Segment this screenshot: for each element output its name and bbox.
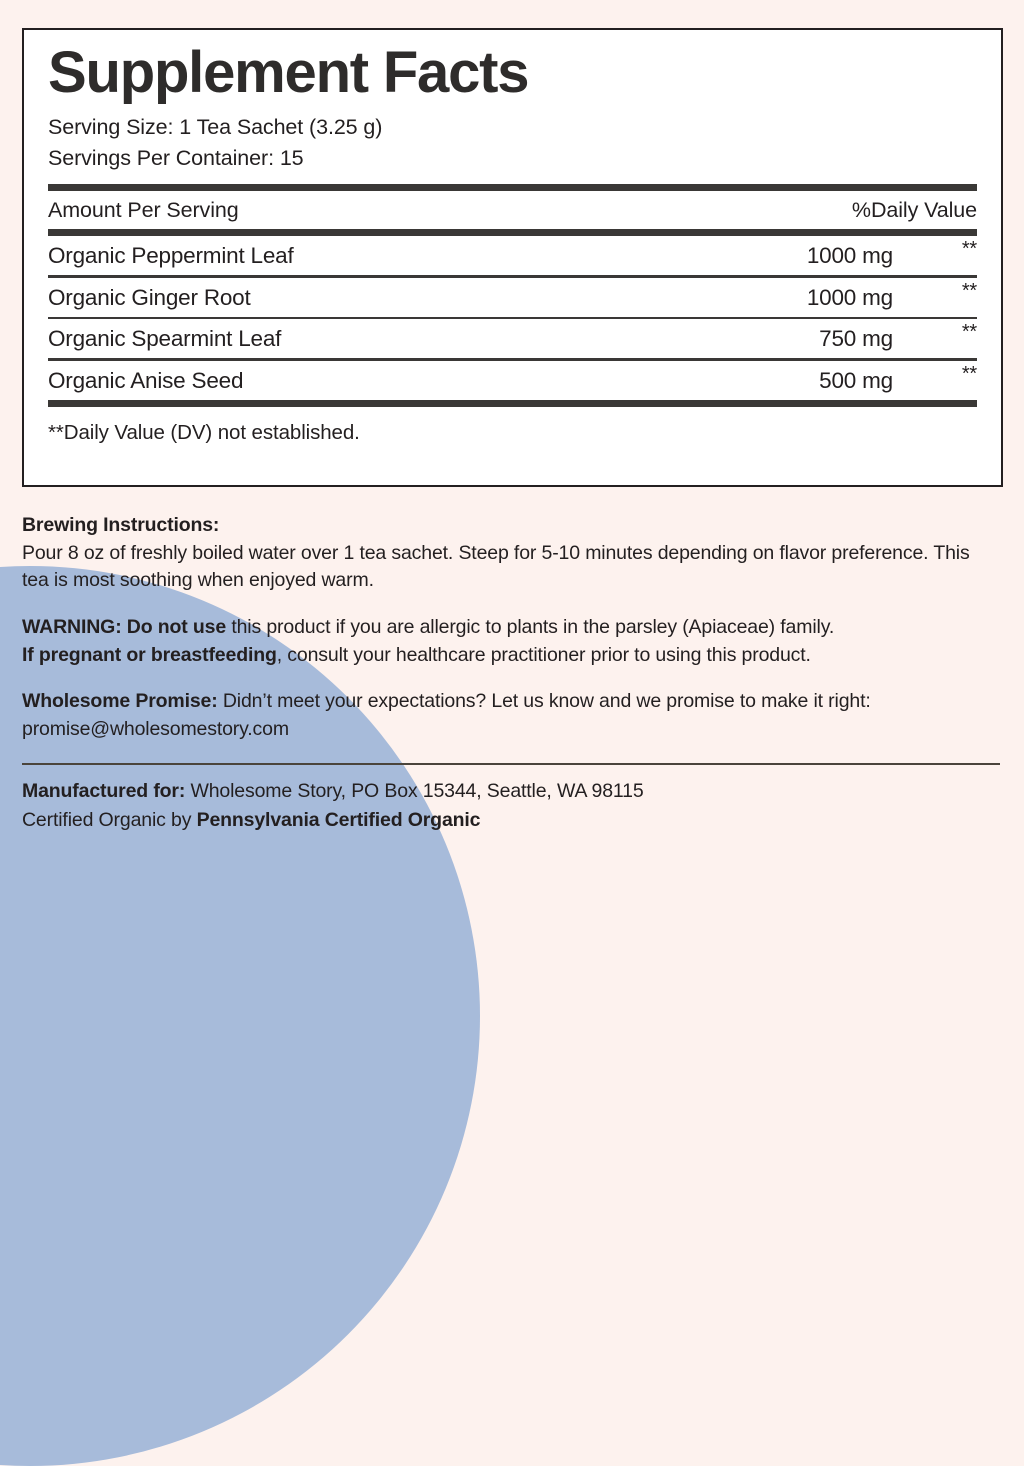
promise-text: Didn’t meet your expectations? Let us kn… (217, 690, 871, 713)
brewing-instructions-heading: Brewing Instructions: (22, 514, 220, 536)
table-row: Organic Peppermint Leaf 1000 mg ** (48, 236, 977, 275)
certifier-name: Pennsylvania Certified Organic (196, 808, 481, 831)
table-header-bottom-rule (48, 229, 977, 237)
table-header-row: Amount Per Serving %Daily Value (48, 191, 977, 229)
row-divider (48, 358, 977, 361)
footer-divider (22, 762, 1000, 766)
warning-lead-1: WARNING: Do not use (22, 616, 227, 639)
warning-block: WARNING: Do not use this product if you … (22, 614, 1000, 669)
ingredient-name: Organic Peppermint Leaf (48, 243, 294, 269)
warning-lead-2: If pregnant or breastfeeding (22, 643, 277, 666)
row-divider (48, 316, 977, 320)
table-top-rule (48, 184, 977, 192)
ingredient-amount: 1000 mg (806, 243, 893, 269)
table-row: Organic Anise Seed 500 mg ** (48, 361, 977, 400)
warning-text-1: this product if you are allergic to plan… (226, 616, 835, 639)
daily-value-header: %Daily Value (851, 198, 977, 223)
ingredient-name: Organic Anise Seed (48, 367, 244, 393)
page-title: Supplement Facts (48, 40, 530, 105)
servings-per-container-line: Servings Per Container: 15 (48, 145, 304, 170)
warning-line-2: If pregnant or breastfeeding, consult yo… (22, 642, 1000, 670)
manufactured-for-text: Wholesome Story, PO Box 15344, Seattle, … (185, 780, 644, 803)
table-row: Organic Ginger Root 1000 mg ** (48, 278, 977, 317)
label-body-copy: Brewing Instructions: Pour 8 oz of fresh… (22, 512, 1000, 834)
ingredient-daily-value: ** (961, 321, 977, 344)
ingredient-daily-value: ** (961, 362, 977, 385)
serving-info: Serving Size: 1 Tea Sachet (3.25 g) Serv… (48, 112, 977, 173)
manufactured-for-lead: Manufactured for: (22, 780, 186, 803)
manufacturer-block: Manufactured for: Wholesome Story, PO Bo… (22, 777, 1000, 834)
row-divider (48, 275, 977, 278)
ingredient-daily-value: ** (961, 279, 977, 302)
amount-per-serving-header: Amount Per Serving (48, 198, 239, 223)
promise-email[interactable]: promise@wholesomestory.com (22, 718, 289, 741)
ingredient-name: Organic Spearmint Leaf (48, 326, 282, 352)
wholesome-promise-block: Wholesome Promise: Didn’t meet your expe… (22, 688, 1000, 743)
supplement-facts-panel: Supplement Facts Serving Size: 1 Tea Sac… (22, 28, 1003, 487)
ingredient-amount: 750 mg (819, 326, 893, 352)
brewing-instructions-text: Pour 8 oz of freshly boiled water over 1… (22, 541, 970, 592)
table-bottom-rule (48, 399, 977, 407)
certified-organic-text: Certified Organic by (22, 808, 197, 831)
warning-text-2: , consult your healthcare practitioner p… (276, 643, 811, 666)
ingredient-daily-value: ** (961, 238, 977, 261)
certified-organic-line: Certified Organic by Pennsylvania Certif… (22, 806, 1000, 834)
table-row: Organic Spearmint Leaf 750 mg ** (48, 319, 977, 358)
daily-value-footnote: **Daily Value (DV) not established. (48, 420, 360, 444)
ingredient-amount: 500 mg (819, 367, 893, 393)
ingredient-amount: 1000 mg (806, 284, 893, 310)
supplement-label-page: Supplement Facts Serving Size: 1 Tea Sac… (22, 28, 1003, 834)
warning-line-1: WARNING: Do not use this product if you … (22, 614, 1000, 642)
ingredient-name: Organic Ginger Root (48, 284, 251, 310)
promise-line: Wholesome Promise: Didn’t meet your expe… (22, 688, 1000, 716)
serving-size-line: Serving Size: 1 Tea Sachet (3.25 g) (48, 115, 383, 139)
brewing-instructions-block: Brewing Instructions: Pour 8 oz of fresh… (22, 512, 1000, 595)
manufactured-for-line: Manufactured for: Wholesome Story, PO Bo… (22, 777, 1000, 805)
promise-lead: Wholesome Promise: (22, 690, 218, 713)
